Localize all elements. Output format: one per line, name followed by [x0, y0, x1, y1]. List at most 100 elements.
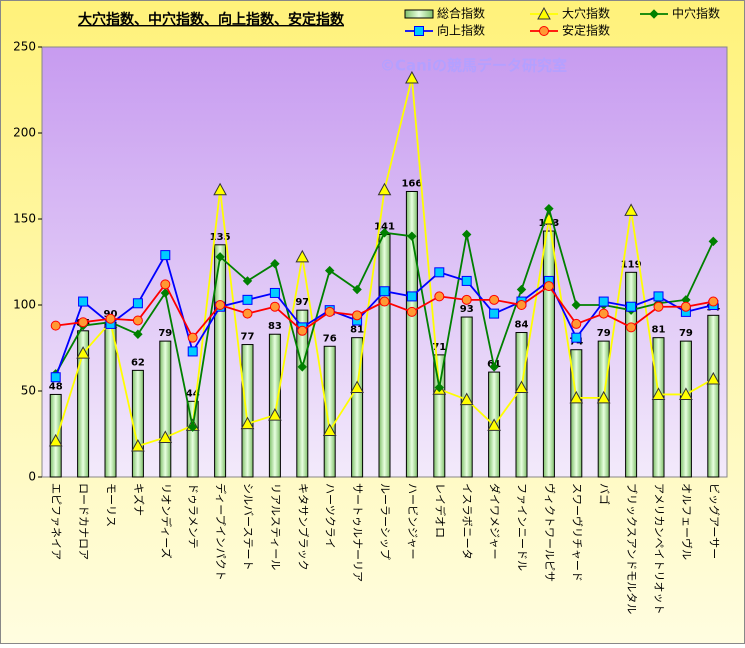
marker — [105, 313, 116, 324]
data-label: 79 — [158, 328, 172, 339]
marker — [132, 298, 143, 309]
marker — [708, 236, 719, 247]
marker — [187, 332, 198, 343]
bar — [625, 271, 638, 478]
data-label: 44 — [186, 388, 200, 399]
bar — [241, 344, 254, 478]
marker — [708, 296, 719, 307]
marker — [297, 325, 308, 336]
marker — [379, 286, 390, 297]
marker — [268, 408, 282, 421]
chart-title: 大穴指数、中穴指数、向上指数、安定指数 — [78, 11, 345, 28]
marker — [434, 382, 445, 393]
marker — [213, 182, 227, 196]
marker — [379, 228, 390, 238]
data-label: 62 — [131, 357, 145, 368]
marker — [571, 318, 582, 329]
legend-label: 安定指数 — [562, 23, 610, 38]
x-tick-label: モーリス — [105, 483, 118, 527]
legend-marker — [537, 6, 551, 20]
x-tick-label: ディープインパクト — [214, 483, 228, 581]
data-label: 93 — [460, 304, 474, 315]
marker — [187, 422, 198, 432]
y-tick-label: 150 — [13, 212, 36, 226]
bar — [515, 332, 528, 478]
marker — [240, 416, 255, 430]
bar — [405, 190, 418, 478]
marker — [324, 306, 335, 317]
marker — [543, 281, 554, 292]
marker — [160, 279, 171, 290]
marker — [489, 294, 500, 305]
data-label: 141 — [374, 221, 395, 232]
bar — [323, 345, 336, 478]
marker — [78, 296, 89, 307]
bar — [159, 340, 172, 478]
marker — [461, 294, 472, 305]
marker — [76, 346, 90, 359]
legend-swatch — [404, 9, 434, 19]
marker — [50, 372, 61, 383]
x-tick-label: アメリカンペイトリオット — [653, 483, 666, 614]
marker — [624, 203, 638, 216]
bar — [296, 309, 309, 478]
marker — [269, 287, 280, 298]
data-label: 79 — [679, 328, 693, 339]
bar — [597, 340, 610, 478]
bar — [186, 400, 199, 478]
data-label: 97 — [295, 297, 309, 308]
marker — [569, 390, 584, 404]
x-tick-label: オルフェーヴル — [680, 483, 694, 560]
marker — [297, 362, 308, 372]
x-tick-label: キズナ — [132, 483, 146, 516]
x-tick-label: ヴィクトワールピサ — [543, 483, 557, 582]
marker — [487, 418, 501, 431]
marker — [379, 296, 390, 307]
y-tick-label: 100 — [13, 298, 36, 312]
y-tick-label: 50 — [21, 384, 36, 398]
x-tick-label: リオンディーズ — [159, 483, 173, 559]
y-tick-label: 0 — [28, 470, 36, 484]
data-label: 83 — [268, 321, 282, 332]
marker — [50, 320, 61, 331]
legend-label: 向上指数 — [437, 23, 485, 38]
marker — [131, 438, 145, 452]
marker — [461, 229, 472, 240]
bar — [707, 314, 720, 478]
y-tick-label: 250 — [13, 40, 36, 54]
marker — [78, 317, 89, 328]
x-tick-label: ファインニードル — [516, 483, 529, 571]
legend-marker — [649, 9, 659, 19]
x-tick-label: ハーツクライ — [324, 483, 337, 549]
marker — [377, 182, 392, 196]
marker — [544, 203, 554, 214]
bar — [679, 340, 692, 478]
bar — [351, 337, 364, 478]
marker — [596, 390, 611, 404]
marker — [187, 346, 198, 357]
bar — [131, 369, 144, 478]
marker — [489, 362, 499, 372]
x-tick-label: ビッグアーサー — [707, 483, 721, 559]
bar — [570, 349, 583, 478]
legend-label: 大穴指数 — [562, 6, 610, 21]
marker — [626, 322, 637, 333]
watermark: ©Caniの競馬データ研究室 — [380, 57, 567, 75]
y-tick-label: 200 — [13, 126, 36, 140]
marker — [352, 284, 362, 295]
marker — [242, 308, 253, 319]
marker — [352, 310, 363, 321]
marker — [434, 291, 445, 302]
data-label: 135 — [210, 232, 231, 243]
marker — [215, 252, 225, 262]
data-label: 84 — [515, 320, 529, 331]
marker — [322, 423, 337, 437]
x-tick-label: イスラボニータ — [461, 483, 474, 560]
legend-label: 総合指数 — [437, 6, 485, 21]
x-tick-label: ドゥラメンテ — [187, 483, 200, 549]
marker — [160, 250, 171, 261]
marker — [406, 306, 417, 317]
marker — [48, 433, 63, 447]
marker — [680, 301, 691, 312]
marker — [679, 387, 693, 400]
